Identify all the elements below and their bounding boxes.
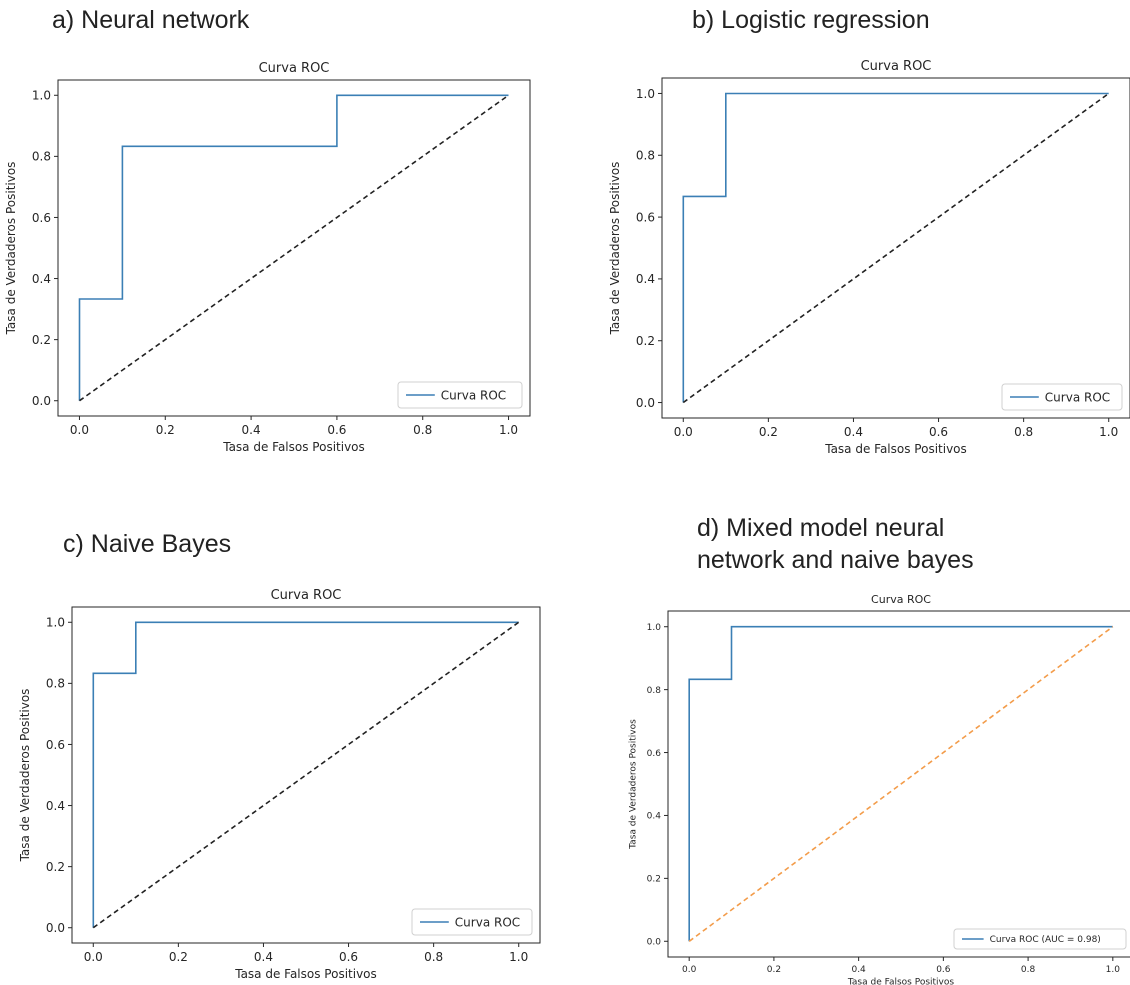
- plot-frame: [71, 606, 541, 944]
- y-axis-label: Tasa de Verdaderos Positivos: [629, 719, 639, 850]
- y-axis-label: Tasa de Verdaderos Positivos: [4, 162, 18, 336]
- x-tick-label: 0.6: [339, 950, 358, 964]
- chart-title: Curva ROC: [271, 588, 342, 603]
- x-axis-label: Tasa de Falsos Positivos: [847, 977, 954, 985]
- y-tick-label: 0.4: [647, 812, 662, 822]
- roc-curve-line: [682, 92, 1109, 403]
- legend-box: [953, 928, 1127, 950]
- x-tick-label: 0.6: [936, 965, 951, 975]
- x-tick-label: 0.0: [84, 950, 103, 964]
- y-tick-label: 0.8: [647, 686, 662, 696]
- x-tick-label: 0.4: [242, 423, 261, 437]
- y-tick-label: 0.8: [32, 150, 51, 164]
- y-tick-label: 1.0: [32, 89, 51, 103]
- x-tick-label: 1.0: [1106, 965, 1121, 975]
- x-tick-label: 0.0: [70, 423, 89, 437]
- x-tick-label: 0.0: [682, 965, 697, 975]
- y-tick-label: 1.0: [46, 616, 65, 630]
- x-tick-label: 0.8: [413, 423, 432, 437]
- y-tick-label: 0.2: [46, 860, 65, 874]
- panel-a-heading: a) Neural network: [52, 6, 250, 34]
- legend-box: [411, 908, 533, 936]
- x-tick-label: 0.6: [327, 423, 346, 437]
- legend-box: [1001, 383, 1123, 411]
- y-tick-label: 0.0: [46, 921, 65, 935]
- x-axis-label: Tasa de Falsos Positivos: [222, 440, 365, 454]
- y-tick-label: 0.4: [32, 272, 51, 286]
- x-tick-label: 0.4: [851, 965, 866, 975]
- y-tick-label: 0.0: [636, 396, 655, 410]
- plot-frame: [661, 77, 1130, 419]
- x-tick-label: 0.8: [424, 950, 443, 964]
- y-tick-label: 0.2: [32, 333, 51, 347]
- legend-label: Curva ROC (AUC = 0.98): [990, 935, 1101, 945]
- x-tick-label: 0.8: [1014, 425, 1033, 439]
- diagonal-reference-line: [688, 626, 1114, 942]
- roc-curve-line: [688, 625, 1113, 942]
- diagonal-reference-line: [92, 621, 520, 929]
- panel-d-heading-line-1: d) Mixed model neural: [697, 514, 945, 542]
- legend-label: Curva ROC: [441, 388, 506, 402]
- y-tick-label: 0.0: [647, 938, 662, 948]
- y-tick-label: 0.0: [32, 394, 51, 408]
- chart-title: Curva ROC: [871, 593, 931, 606]
- x-axis-label: Tasa de Falsos Positivos: [824, 442, 967, 456]
- y-tick-label: 1.0: [647, 623, 662, 633]
- roc-curve-line: [78, 94, 509, 401]
- diagonal-reference-line: [682, 92, 1110, 404]
- panel-c-heading: c) Naive Bayes: [63, 530, 232, 558]
- y-tick-label: 1.0: [636, 87, 655, 101]
- y-tick-label: 0.8: [636, 149, 655, 163]
- roc-curve-line: [92, 621, 519, 928]
- y-tick-label: 0.6: [32, 211, 51, 225]
- x-tick-label: 0.2: [759, 425, 778, 439]
- y-tick-label: 0.6: [647, 749, 662, 759]
- panel-b-heading: b) Logistic regression: [692, 6, 930, 34]
- x-tick-label: 0.6: [929, 425, 948, 439]
- chart-title: Curva ROC: [861, 59, 932, 74]
- x-tick-label: 0.2: [767, 965, 781, 975]
- x-tick-label: 1.0: [499, 423, 518, 437]
- y-axis-label: Tasa de Verdaderos Positivos: [18, 689, 32, 863]
- y-tick-label: 0.4: [636, 272, 655, 286]
- x-tick-label: 0.0: [674, 425, 693, 439]
- legend-label: Curva ROC: [455, 915, 520, 929]
- plot-frame: [57, 79, 531, 417]
- y-tick-label: 0.6: [636, 210, 655, 224]
- x-tick-label: 0.2: [156, 423, 175, 437]
- x-axis-label: Tasa de Falsos Positivos: [234, 967, 377, 981]
- x-tick-label: 0.4: [844, 425, 863, 439]
- y-tick-label: 0.4: [46, 799, 65, 813]
- x-tick-label: 0.8: [1021, 965, 1036, 975]
- y-tick-label: 0.2: [636, 334, 655, 348]
- x-tick-label: 0.4: [254, 950, 273, 964]
- panel-d-heading-line-2: network and naive bayes: [697, 546, 974, 574]
- diagonal-reference-line: [79, 94, 509, 402]
- x-tick-label: 1.0: [509, 950, 528, 964]
- x-tick-label: 0.2: [169, 950, 188, 964]
- chart-title: Curva ROC: [259, 61, 330, 76]
- plot-frame: [667, 610, 1130, 958]
- x-tick-label: 1.0: [1099, 425, 1118, 439]
- panel-d-heading: d) Mixed model neural network and naive …: [697, 512, 974, 576]
- y-axis-label: Tasa de Verdaderos Positivos: [608, 162, 622, 336]
- y-tick-label: 0.6: [46, 738, 65, 752]
- legend-label: Curva ROC: [1045, 390, 1110, 404]
- y-tick-label: 0.2: [647, 875, 661, 885]
- legend-box: [397, 381, 523, 409]
- y-tick-label: 0.8: [46, 677, 65, 691]
